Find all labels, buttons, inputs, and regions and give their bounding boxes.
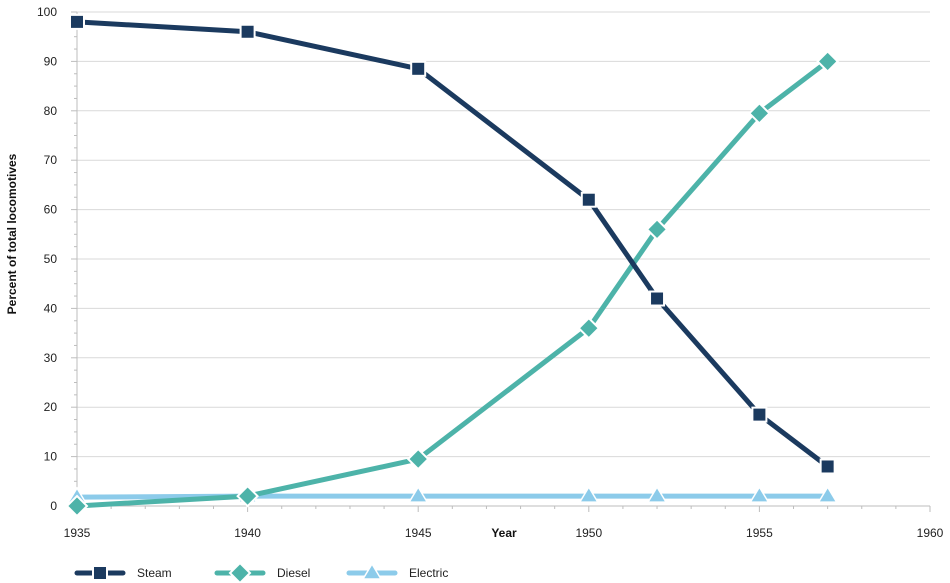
legend-item-diesel: Diesel (214, 561, 310, 583)
y-axis-title: Percent of total locomotives (5, 153, 19, 314)
y-tick-label: 90 (44, 54, 58, 68)
electric-line (74, 493, 831, 500)
diesel-point (816, 49, 840, 73)
legend-item-electric: Electric (346, 562, 448, 580)
steam-point (410, 60, 427, 77)
y-tick-label: 70 (44, 153, 58, 167)
steam-point (239, 23, 256, 40)
axes: 0 10 20 30 40 50 60 70 80 90 100 1935 1940 1945 1950 19… (37, 5, 944, 540)
steam-point (751, 406, 768, 423)
x-tick-label: 1950 (575, 526, 602, 540)
electric-point (646, 485, 668, 503)
x-tick-label: 1935 (64, 526, 91, 540)
steam-point (580, 191, 597, 208)
y-tick-label: 100 (37, 5, 57, 19)
diesel-point (645, 217, 669, 241)
electric-point (407, 485, 429, 503)
steam-series (69, 13, 836, 475)
y-tick-label: 20 (44, 400, 58, 414)
x-tick-label: 1960 (917, 526, 944, 540)
diesel-line (74, 58, 831, 509)
y-tick-label: 60 (44, 203, 58, 217)
diesel-series (65, 49, 840, 518)
y-tick-label: 40 (44, 301, 58, 315)
legend-label-electric: Electric (409, 566, 448, 580)
diesel-point (236, 484, 260, 508)
legend-label-steam: Steam (137, 566, 172, 580)
y-tick-label: 10 (44, 450, 58, 464)
electric-point (578, 485, 600, 503)
legend-marker-diesel (228, 561, 252, 583)
grid-lines (77, 11, 930, 507)
y-tick-label: 0 (50, 499, 57, 513)
steam-line (74, 19, 831, 469)
electric-point (749, 485, 770, 503)
x-tick-label: 1955 (746, 526, 773, 540)
series-lines (65, 13, 840, 518)
y-tick-label: 30 (44, 351, 58, 365)
diesel-point (577, 316, 601, 340)
x-axis-title: Year (491, 526, 517, 540)
electric-point (817, 485, 838, 503)
x-tick-label: 1945 (405, 526, 432, 540)
legend-marker-electric (361, 562, 383, 580)
steam-point (69, 13, 85, 30)
legend: Steam Diesel Electric (74, 561, 448, 583)
y-tick-label: 50 (44, 252, 58, 266)
y-tick-label: 80 (44, 104, 58, 118)
x-tick-label: 1940 (234, 526, 261, 540)
steam-point (649, 290, 666, 307)
steam-point (819, 458, 836, 475)
legend-marker-steam (92, 565, 108, 581)
diesel-point (406, 447, 430, 471)
legend-label-diesel: Diesel (277, 566, 310, 580)
diesel-point (65, 494, 89, 518)
diesel-point (747, 101, 771, 125)
legend-item-steam: Steam (74, 565, 172, 581)
